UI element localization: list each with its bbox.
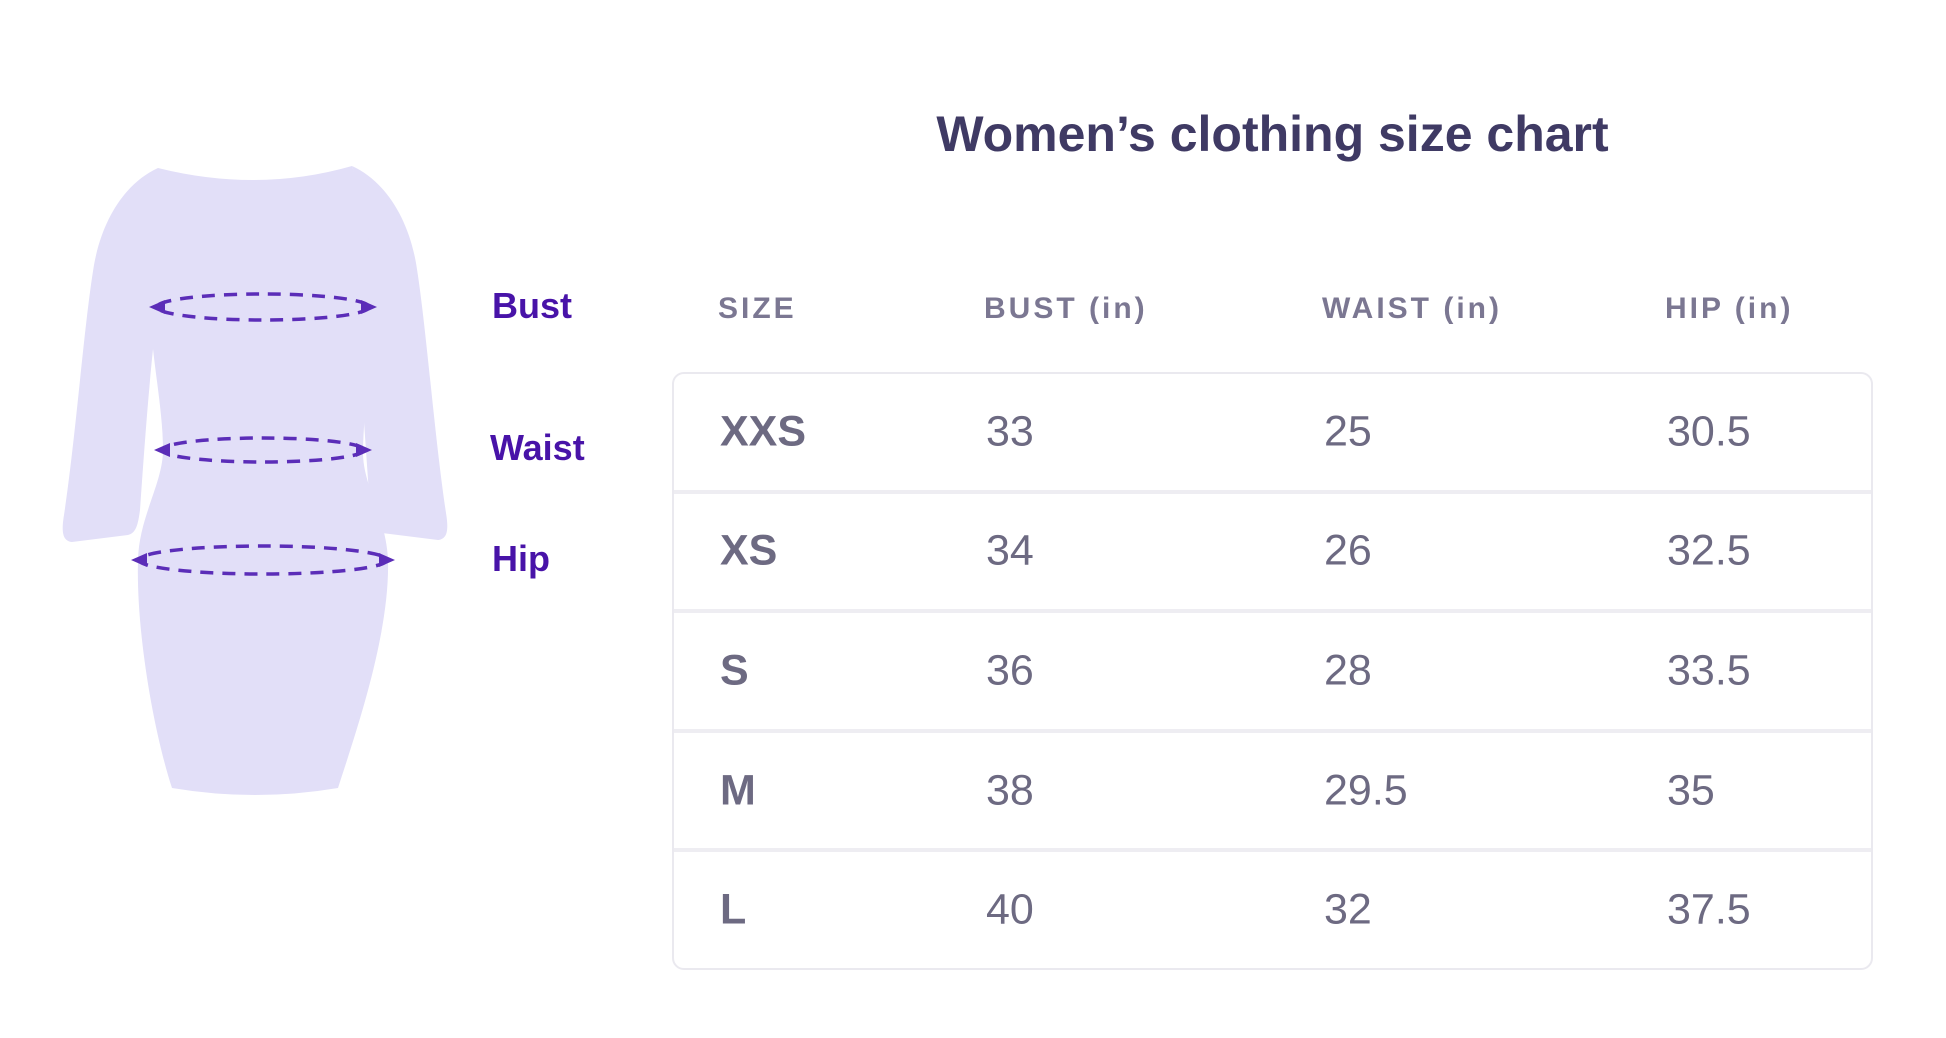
cell-bust: 34: [986, 526, 1034, 575]
cell-waist: 28: [1324, 646, 1372, 695]
cell-size: XS: [720, 526, 778, 575]
cell-waist: 32: [1324, 885, 1372, 934]
column-header-hip: HIP (in): [1665, 292, 1794, 325]
cell-hip: 32.5: [1667, 526, 1751, 575]
dress-sleeve-left: [62, 168, 163, 542]
cell-hip: 37.5: [1667, 885, 1751, 934]
hip-label: Hip: [492, 538, 550, 579]
size-table: XXS 33 25 30.5 XS 34 26 32.5 S 36 28 33.…: [672, 372, 1873, 970]
dress-body: [137, 166, 389, 795]
page-title: Women’s clothing size chart: [936, 106, 1609, 162]
hip-arrow-left: [131, 553, 147, 567]
cell-size: XXS: [720, 407, 807, 456]
bust-arrow-right: [361, 300, 377, 314]
dress-sleeve-right: [352, 166, 448, 540]
cell-bust: 36: [986, 646, 1034, 695]
cell-bust: 33: [986, 407, 1034, 456]
cell-waist: 26: [1324, 526, 1372, 575]
table-row: M 38 29.5 35: [674, 728, 1871, 849]
table-row: L 40 32 37.5: [674, 848, 1871, 968]
cell-hip: 33.5: [1667, 646, 1751, 695]
cell-waist: 25: [1324, 407, 1372, 456]
column-header-bust: BUST (in): [984, 292, 1148, 325]
column-header-size: SIZE: [718, 292, 797, 325]
waist-arrow-right: [356, 443, 372, 457]
waist-arrow-left: [154, 443, 170, 457]
table-row: XXS 33 25 30.5: [674, 374, 1871, 490]
waist-label: Waist: [490, 427, 585, 468]
cell-size: S: [720, 646, 749, 695]
dress-illustration: [62, 166, 448, 795]
cell-waist: 29.5: [1324, 766, 1408, 815]
cell-bust: 40: [986, 885, 1034, 934]
cell-size: L: [720, 885, 747, 934]
column-header-waist: WAIST (in): [1322, 292, 1502, 325]
table-row: S 36 28 33.5: [674, 609, 1871, 729]
cell-hip: 35: [1667, 766, 1715, 815]
cell-size: M: [720, 766, 756, 815]
bust-arrow-left: [149, 300, 165, 314]
table-row: XS 34 26 32.5: [674, 489, 1871, 610]
hip-arrow-right: [379, 553, 395, 567]
cell-hip: 30.5: [1667, 407, 1751, 456]
bust-label: Bust: [492, 285, 572, 326]
cell-bust: 38: [986, 766, 1034, 815]
